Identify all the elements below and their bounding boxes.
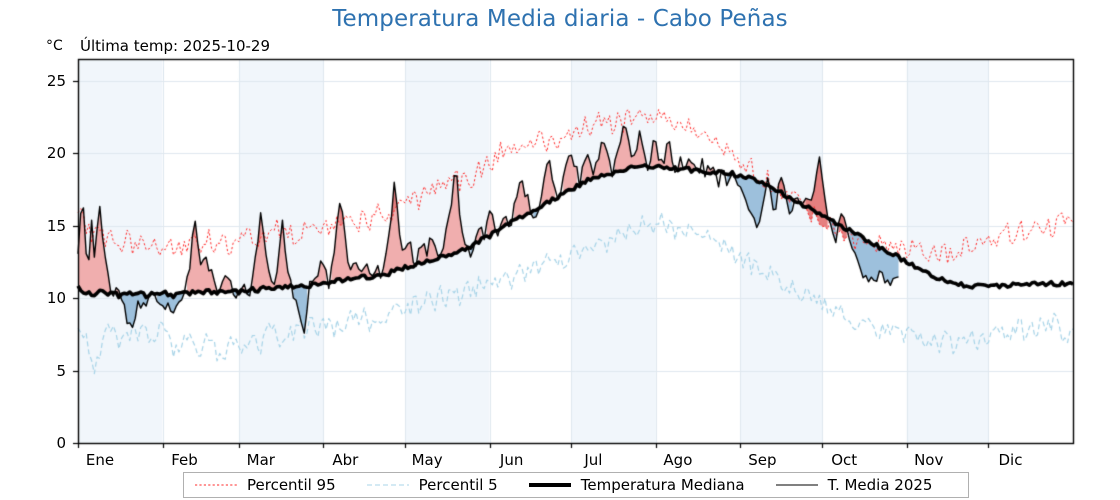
legend-line-swatch-icon <box>366 478 410 492</box>
x-axis-tick-oct: Oct <box>831 451 858 469</box>
chart-legend: Percentil 95 Percentil 5 Temperatura Media… <box>183 472 969 498</box>
y-axis-tick-15: 15 <box>46 216 66 235</box>
legend-label: T. Media 2025 <box>827 476 933 494</box>
x-axis-tick-jun: Jun <box>499 451 524 469</box>
x-axis-tick-mar: Mar <box>246 451 275 469</box>
legend-item-1[interactable]: Percentil 95 <box>194 476 366 494</box>
legend-line-swatch-icon <box>528 478 572 492</box>
y-axis-tick-0: 0 <box>56 434 66 452</box>
legend-item-4[interactable]: T. Media 2025 <box>775 476 933 494</box>
legend-label: Percentil 95 <box>247 476 336 494</box>
x-axis-tick-may: May <box>411 451 443 469</box>
legend-item-2[interactable]: Percentil 5 <box>366 476 528 494</box>
legend-item-3[interactable]: Temperatura Mediana <box>528 476 775 494</box>
x-axis-tick-abr: Abr <box>332 451 359 469</box>
x-axis-tick-ene: Ene <box>85 451 115 469</box>
y-axis-tick-25: 25 <box>46 71 66 90</box>
legend-line-swatch-icon <box>775 478 819 492</box>
x-axis-tick-nov: Nov <box>914 451 944 469</box>
x-axis-tick-jul: Jul <box>584 451 603 469</box>
y-axis-tick-20: 20 <box>46 144 66 163</box>
y-axis-tick-5: 5 <box>56 361 66 380</box>
x-axis-tick-dic: Dic <box>998 451 1023 469</box>
legend-line-swatch-icon <box>194 478 238 492</box>
y-axis-tick-10: 10 <box>46 289 66 308</box>
x-axis-tick-feb: Feb <box>171 451 198 469</box>
x-axis-tick-ago: Ago <box>663 451 693 469</box>
legend-label: Percentil 5 <box>418 476 498 494</box>
legend-label: Temperatura Mediana <box>580 476 745 494</box>
x-axis-tick-sep: Sep <box>748 451 777 469</box>
